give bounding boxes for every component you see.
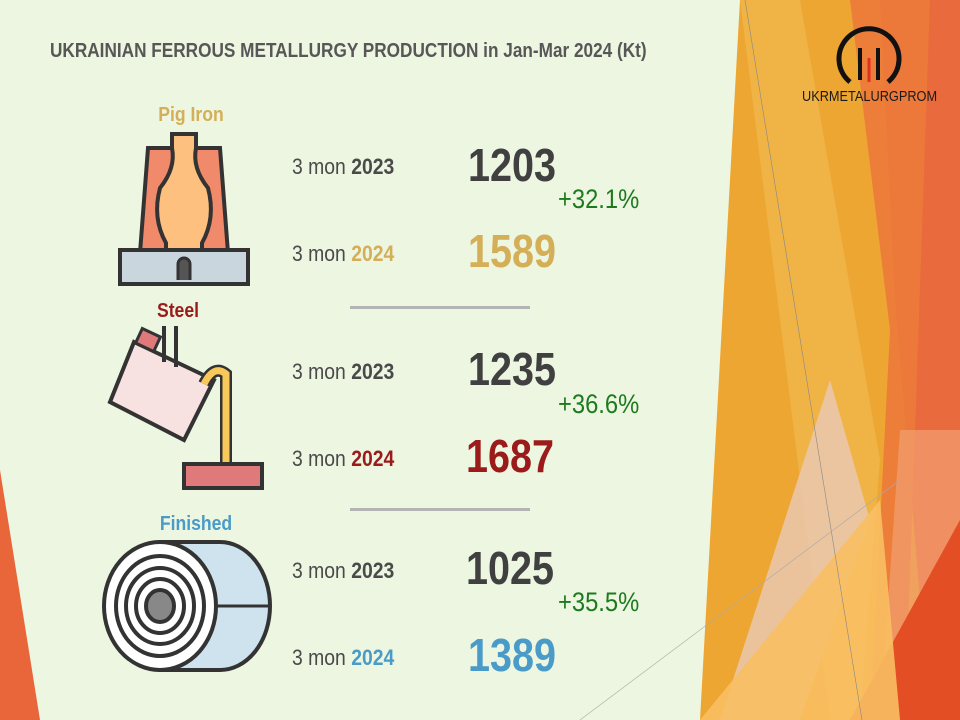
- steel-ladle-icon: [107, 326, 264, 490]
- finished-2023-value: 1025: [466, 542, 555, 594]
- finished-2024-value: 1389: [468, 629, 557, 681]
- section-title-pig-iron: Pig Iron: [158, 104, 224, 126]
- blast-furnace-icon: [118, 132, 250, 286]
- steel-coil-icon: [102, 540, 272, 672]
- divider: [350, 508, 530, 511]
- pig-iron-2023-label: 3 mon 2023: [292, 154, 395, 179]
- finished-2024-label: 3 mon 2024: [292, 645, 395, 670]
- pig-iron-change: +32.1%: [558, 184, 640, 214]
- divider: [350, 306, 530, 309]
- section-title-finished: Finished: [159, 513, 233, 535]
- pig-iron-2023-value: 1203: [468, 139, 557, 191]
- logo-text: UKRMETALURGPROM: [802, 88, 938, 105]
- steel-2023-label: 3 mon 2023: [292, 359, 395, 384]
- steel-change: +36.6%: [558, 389, 640, 419]
- steel-2024-label: 3 mon 2024: [292, 446, 395, 471]
- finished-change: +35.5%: [558, 587, 640, 617]
- finished-2023-label: 3 mon 2023: [292, 558, 395, 583]
- page-title: UKRAINIAN FERROUS METALLURGY PRODUCTION …: [50, 40, 647, 62]
- steel-2024-value: 1687: [466, 430, 555, 482]
- steel-2023-value: 1235: [468, 343, 557, 395]
- pig-iron-2024-label: 3 mon 2024: [292, 241, 395, 266]
- pig-iron-2024-value: 1589: [468, 225, 557, 277]
- ukrmetalurgprom-logo-icon: [836, 26, 902, 84]
- section-title-steel: Steel: [156, 300, 200, 322]
